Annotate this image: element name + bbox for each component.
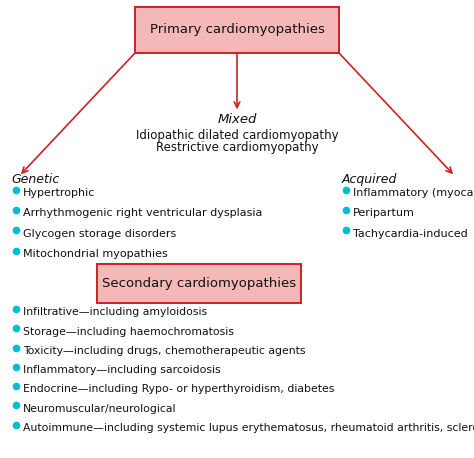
Text: Autoimmune—including systemic lupus erythematosus, rheumatoid arthritis, sclerod: Autoimmune—including systemic lupus eryt… [23, 423, 474, 433]
Text: Restrictive cardiomyopathy: Restrictive cardiomyopathy [155, 141, 319, 154]
Text: Genetic: Genetic [12, 173, 60, 186]
Text: Mitochondrial myopathies: Mitochondrial myopathies [23, 249, 168, 259]
Text: Toxicity—including drugs, chemotherapeutic agents: Toxicity—including drugs, chemotherapeut… [23, 346, 306, 356]
Text: Primary cardiomyopathies: Primary cardiomyopathies [150, 23, 324, 36]
Text: Secondary cardiomyopathies: Secondary cardiomyopathies [102, 278, 296, 290]
Text: Mixed: Mixed [217, 113, 257, 125]
FancyBboxPatch shape [97, 265, 301, 303]
Text: Inflammatory (myocarditis): Inflammatory (myocarditis) [353, 188, 474, 198]
Text: Acquired: Acquired [341, 173, 397, 186]
FancyBboxPatch shape [135, 7, 339, 53]
Text: Inflammatory—including sarcoidosis: Inflammatory—including sarcoidosis [23, 365, 221, 375]
Text: Peripartum: Peripartum [353, 208, 415, 218]
Text: Neuromuscular/neurological: Neuromuscular/neurological [23, 403, 177, 414]
Text: Tachycardia-induced: Tachycardia-induced [353, 229, 467, 239]
Text: Hypertrophic: Hypertrophic [23, 188, 96, 198]
Text: Infiltrative—including amyloidosis: Infiltrative—including amyloidosis [23, 307, 207, 317]
Text: Storage—including haemochromatosis: Storage—including haemochromatosis [23, 327, 234, 337]
Text: Glycogen storage disorders: Glycogen storage disorders [23, 229, 176, 239]
Text: Endocrine—including Rypo- or hyperthyroidism, diabetes: Endocrine—including Rypo- or hyperthyroi… [23, 384, 335, 394]
Text: Idiopathic dilated cardiomyopathy: Idiopathic dilated cardiomyopathy [136, 129, 338, 142]
Text: Arrhythmogenic right ventricular dysplasia: Arrhythmogenic right ventricular dysplas… [23, 208, 263, 218]
